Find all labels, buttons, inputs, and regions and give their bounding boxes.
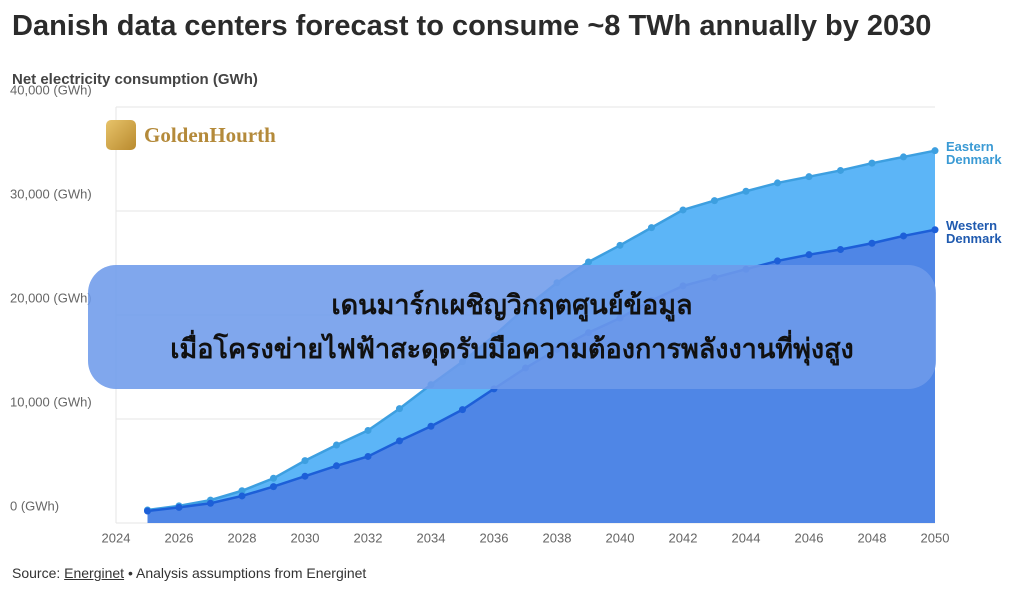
point xyxy=(585,258,592,266)
point xyxy=(333,462,340,470)
x-tick-label: 2034 xyxy=(417,530,446,545)
point xyxy=(238,492,246,500)
x-tick-label: 2040 xyxy=(606,530,635,545)
y-tick-label: 30,000 (GWh) xyxy=(10,186,92,201)
x-tick-label: 2030 xyxy=(291,530,320,545)
point xyxy=(805,173,813,181)
x-tick-label: 2028 xyxy=(228,530,257,545)
point xyxy=(175,503,183,511)
point xyxy=(648,224,655,232)
point xyxy=(364,426,372,434)
x-tick-label: 2042 xyxy=(669,530,698,545)
point xyxy=(774,257,781,265)
x-tick-label: 2050 xyxy=(921,530,950,545)
source-link[interactable]: Energinet xyxy=(64,565,125,581)
point xyxy=(238,487,246,495)
point xyxy=(427,422,435,430)
point xyxy=(900,232,907,240)
point xyxy=(742,187,750,195)
logo: GoldenHourth xyxy=(106,120,276,150)
chart-title: Danish data centers forecast to consume … xyxy=(12,10,932,42)
point xyxy=(144,507,151,515)
y-tick-label: 40,000 (GWh) xyxy=(10,82,92,97)
x-tick-label: 2038 xyxy=(543,530,572,545)
point xyxy=(301,472,309,480)
source: Source: Energinet • Analysis assumptions… xyxy=(12,565,366,581)
x-tick-label: 2036 xyxy=(480,530,509,545)
point xyxy=(207,499,214,507)
point xyxy=(837,245,844,253)
y-tick-label: 20,000 (GWh) xyxy=(10,290,92,305)
x-tick-label: 2048 xyxy=(858,530,887,545)
source-suffix: • Analysis assumptions from Energinet xyxy=(124,565,367,581)
point xyxy=(270,483,277,491)
point xyxy=(931,226,939,234)
x-tick-label: 2032 xyxy=(354,530,383,545)
point xyxy=(931,147,939,155)
y-tick-label: 0 (GWh) xyxy=(10,498,59,513)
x-tick-label: 2044 xyxy=(732,530,761,545)
point xyxy=(301,457,309,465)
banner: เดนมาร์กเผชิญวิกฤตศูนย์ข้อมูล เมื่อโครงข… xyxy=(88,265,936,389)
point xyxy=(805,251,813,259)
point xyxy=(616,241,624,249)
x-tick-label: 2046 xyxy=(795,530,824,545)
point xyxy=(679,206,687,214)
y-tick-label: 10,000 (GWh) xyxy=(10,394,92,409)
point xyxy=(837,166,844,174)
point xyxy=(364,452,372,460)
banner-line: เดนมาร์กเผชิญวิกฤตศูนย์ข้อมูล xyxy=(331,290,693,320)
source-prefix: Source: xyxy=(12,565,65,581)
point xyxy=(711,197,718,205)
point xyxy=(868,239,876,247)
point xyxy=(459,406,466,414)
x-tick-label: 2024 xyxy=(102,530,131,545)
logo-text: GoldenHourth xyxy=(144,122,276,147)
point xyxy=(868,159,876,167)
point xyxy=(900,153,907,161)
chart-subtitle: Net electricity consumption (GWh) xyxy=(12,71,258,88)
point xyxy=(396,437,403,445)
point xyxy=(396,405,403,413)
banner-line: เมื่อโครงข่ายไฟฟ้าสะดุดรับมือความต้องการ… xyxy=(170,334,854,364)
x-tick-label: 2026 xyxy=(165,530,194,545)
logo-icon xyxy=(106,120,136,150)
series-label: Eastern Denmark xyxy=(946,138,1002,167)
point xyxy=(333,441,340,449)
point xyxy=(270,474,277,482)
point xyxy=(774,179,781,187)
series-label: Western Denmark xyxy=(946,217,1002,246)
